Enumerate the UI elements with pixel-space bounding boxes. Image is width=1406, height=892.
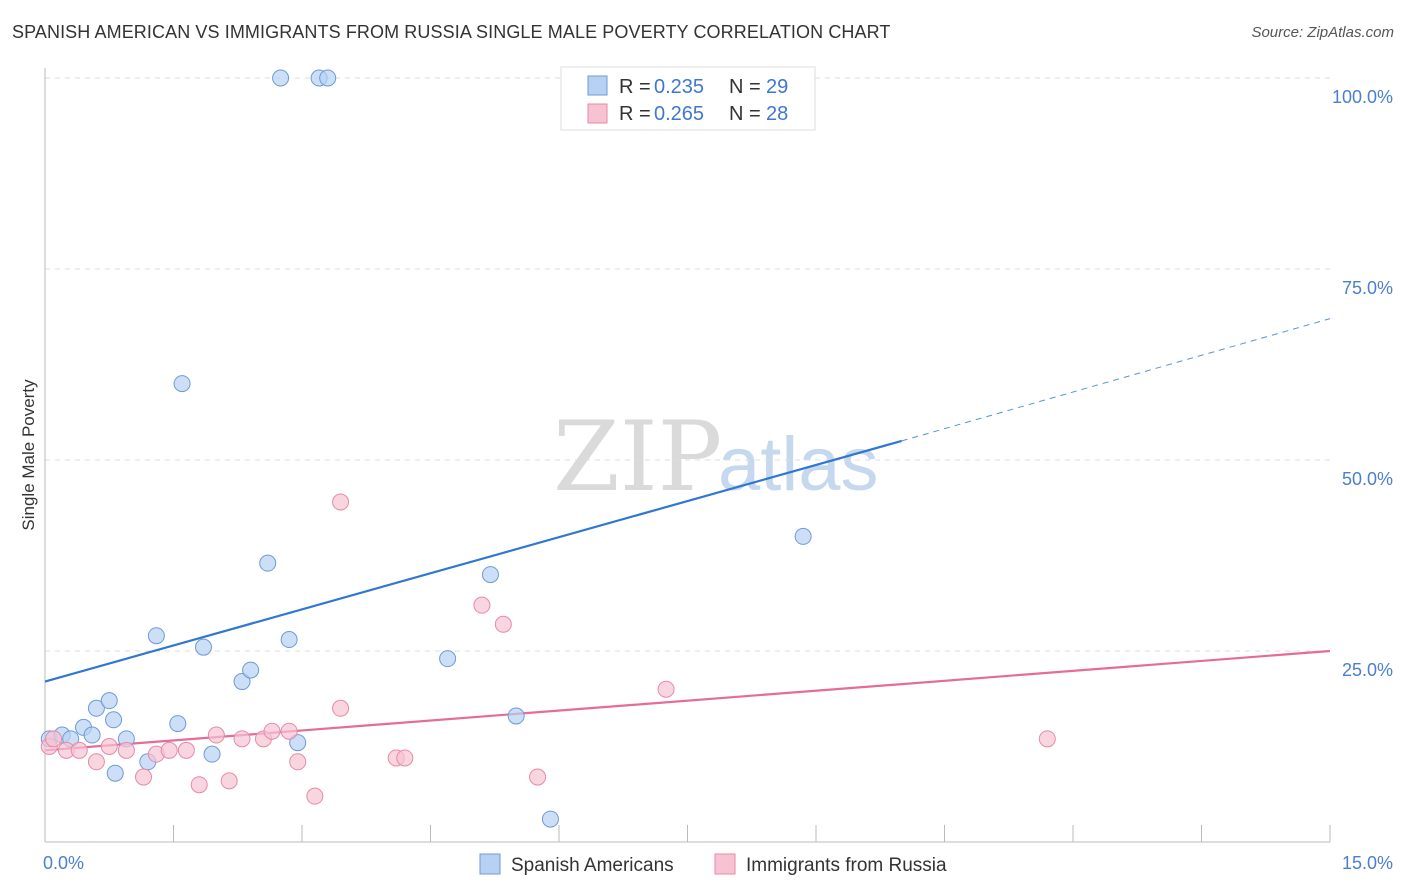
- data-point-immigrants-from-russia: [100, 738, 118, 755]
- data-point-spanish-americans: [105, 711, 123, 729]
- legend-n-value: 28: [766, 103, 788, 125]
- data-point-immigrants-from-russia: [45, 730, 63, 748]
- data-point-spanish-americans: [507, 707, 525, 725]
- legend-n-value: 29: [766, 76, 788, 98]
- chart-title: SPANISH AMERICAN VS IMMIGRANTS FROM RUSS…: [12, 22, 891, 42]
- trend-line-spanish-americans: [44, 439, 902, 683]
- data-point-spanish-americans: [87, 699, 105, 717]
- y-axis-label: Single Male Poverty: [19, 379, 38, 531]
- data-point-spanish-americans: [83, 726, 101, 744]
- legend-label-spanish-americans: Spanish Americans: [511, 855, 674, 876]
- y-tick-label: 100.0%: [1332, 87, 1393, 107]
- data-point-immigrants-from-russia: [263, 722, 281, 740]
- data-point-spanish-americans: [203, 745, 221, 763]
- data-point-spanish-americans: [319, 69, 337, 87]
- data-point-immigrants-from-russia: [233, 730, 251, 748]
- data-point-immigrants-from-russia: [135, 768, 153, 786]
- x-tick-labels: 0.0% 15.0%: [43, 853, 1393, 873]
- series-immigrants-from-russia: [40, 493, 1056, 805]
- data-point-spanish-americans: [106, 764, 124, 782]
- stats-legend: R = 0.235 N = 29 R = 0.265 N = 28: [560, 66, 816, 131]
- data-point-spanish-americans: [147, 627, 165, 645]
- data-point-spanish-americans: [173, 375, 191, 393]
- data-point-spanish-americans: [194, 638, 212, 656]
- data-point-spanish-americans: [289, 734, 307, 752]
- data-point-spanish-americans: [259, 554, 277, 572]
- data-point-immigrants-from-russia: [529, 768, 547, 786]
- data-point-spanish-americans: [233, 673, 251, 691]
- watermark-atlas: atlas: [718, 422, 879, 507]
- watermark: ZIP atlas: [553, 401, 879, 513]
- data-point-immigrants-from-russia: [177, 741, 195, 759]
- data-point-immigrants-from-russia: [207, 726, 225, 744]
- y-tick-label: 75.0%: [1342, 278, 1393, 298]
- series-legend: Spanish Americans Immigrants from Russia: [479, 853, 947, 876]
- data-point-spanish-americans: [272, 69, 290, 87]
- legend-r-value: 0.235: [654, 76, 704, 98]
- data-point-immigrants-from-russia: [220, 772, 238, 790]
- legend-r-label: R =: [619, 103, 651, 125]
- legend-n-label: N =: [729, 76, 761, 98]
- axes: [44, 68, 1331, 843]
- legend-label-immigrants-from-russia: Immigrants from Russia: [746, 855, 947, 876]
- y-tick-labels: 25.0% 50.0% 75.0% 100.0%: [1332, 87, 1393, 680]
- data-point-immigrants-from-russia: [396, 749, 414, 767]
- legend-r-label: R =: [619, 76, 651, 98]
- legend-n-label: N =: [729, 103, 761, 125]
- data-point-immigrants-from-russia: [117, 741, 135, 759]
- data-point-spanish-americans: [439, 650, 457, 668]
- data-point-immigrants-from-russia: [657, 680, 675, 698]
- y-tick-label: 50.0%: [1342, 469, 1393, 489]
- watermark-zip: ZIP: [553, 401, 722, 513]
- data-point-spanish-americans: [280, 631, 298, 649]
- data-point-immigrants-from-russia: [87, 753, 105, 771]
- data-point-spanish-americans: [242, 661, 260, 679]
- data-point-spanish-americans: [541, 810, 559, 828]
- data-point-immigrants-from-russia: [473, 596, 491, 614]
- data-point-immigrants-from-russia: [306, 787, 324, 805]
- x-tick-label: 15.0%: [1342, 853, 1393, 873]
- data-point-immigrants-from-russia: [332, 493, 350, 511]
- legend-swatch-spanish-americans: [479, 853, 501, 875]
- data-point-spanish-americans: [100, 692, 118, 710]
- gridlines: [45, 77, 1330, 652]
- data-point-immigrants-from-russia: [289, 753, 307, 771]
- source-credit: Source: ZipAtlas.com: [1251, 24, 1394, 41]
- data-point-immigrants-from-russia: [1038, 730, 1056, 748]
- series-spanish-americans: [40, 69, 812, 828]
- data-point-immigrants-from-russia: [190, 776, 208, 794]
- data-point-immigrants-from-russia: [280, 722, 298, 740]
- legend-swatch-immigrants-from-russia: [714, 853, 736, 875]
- data-point-immigrants-from-russia: [332, 699, 350, 717]
- trend-extension-spanish-americans: [901, 318, 1331, 442]
- x-tick-label: 0.0%: [43, 853, 84, 873]
- data-point-immigrants-from-russia: [494, 615, 512, 633]
- legend-r-value: 0.265: [654, 103, 704, 125]
- y-tick-label: 25.0%: [1342, 660, 1393, 680]
- data-point-immigrants-from-russia: [160, 741, 178, 759]
- legend-swatch-pink: [587, 103, 608, 124]
- data-point-spanish-americans: [169, 715, 187, 733]
- data-point-spanish-americans: [481, 566, 499, 584]
- data-point-spanish-americans: [794, 527, 812, 545]
- data-point-immigrants-from-russia: [70, 741, 88, 759]
- legend-swatch-blue: [587, 75, 608, 96]
